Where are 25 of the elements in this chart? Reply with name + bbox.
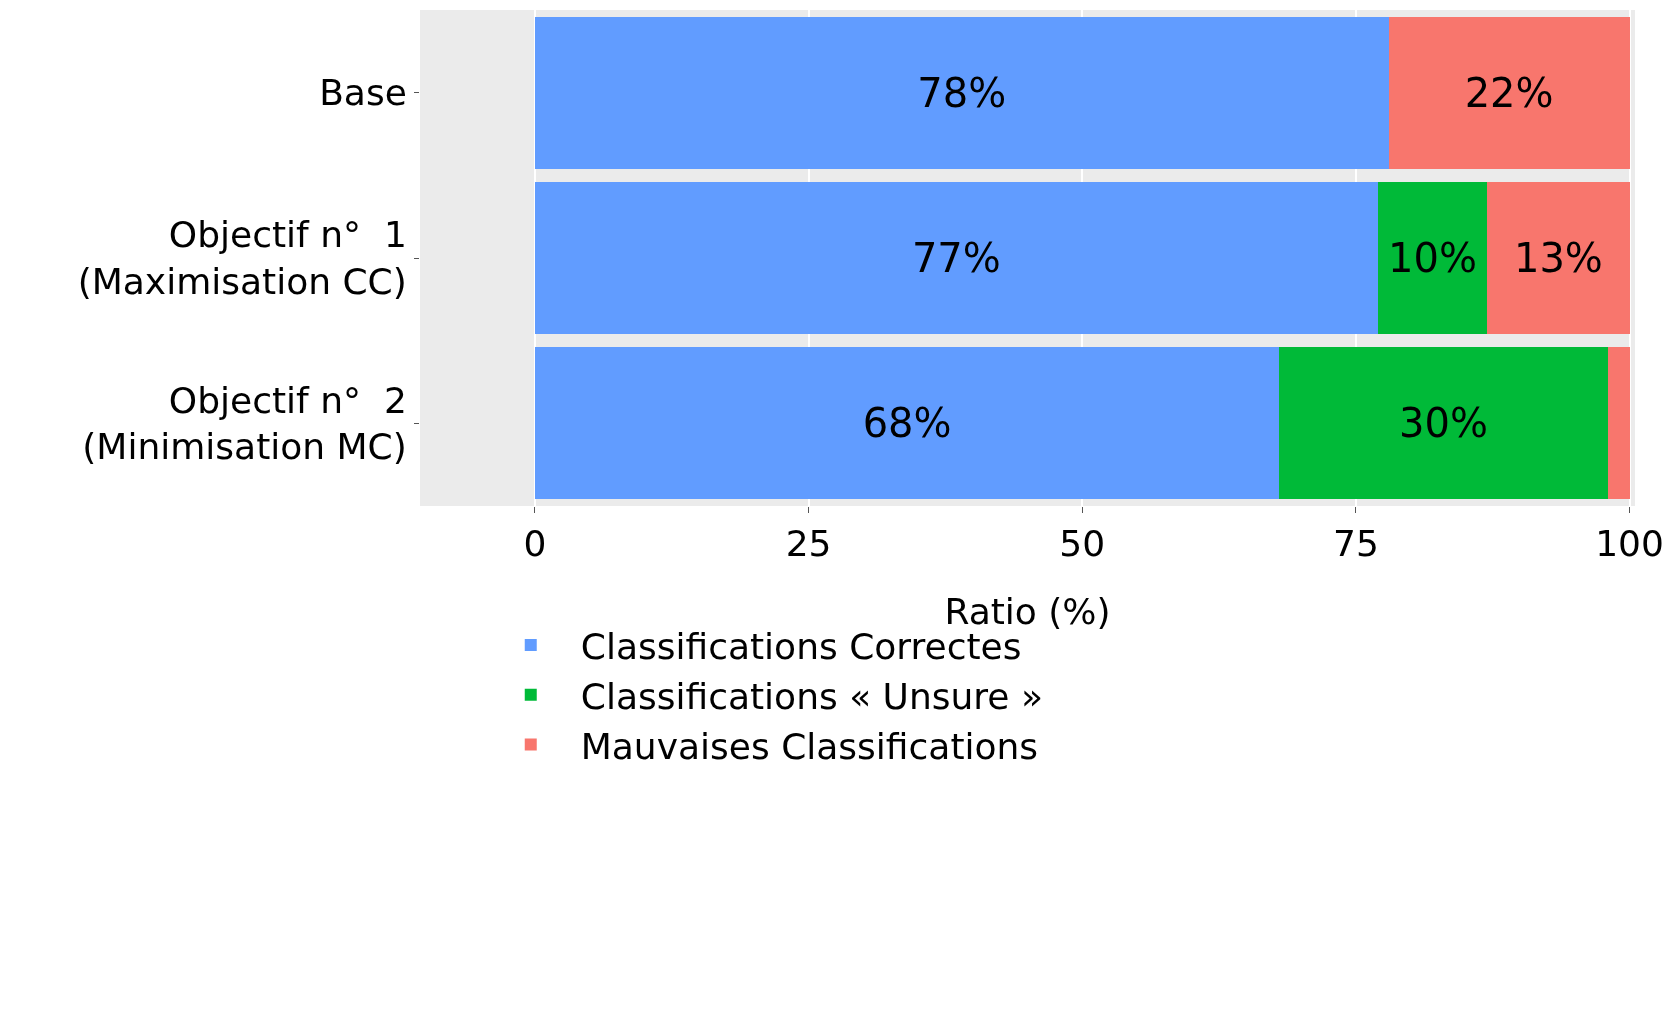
bar [1607, 347, 1630, 500]
bar [1377, 181, 1488, 335]
data-label: 22% [1464, 69, 1554, 116]
bar [534, 347, 1280, 500]
data-label: 78% [917, 69, 1007, 116]
bar [534, 181, 1378, 335]
y-tick-label: Base [319, 72, 407, 114]
bar [1388, 16, 1630, 169]
data-label: 30% [1399, 400, 1488, 447]
data-label: 13% [1513, 235, 1603, 281]
x-tick-label: 0 [523, 523, 547, 565]
bar [1279, 347, 1608, 500]
bar [534, 16, 1389, 169]
legend-label: Classifications « Unsure » [580, 675, 1043, 717]
x-tick-label: 100 [1595, 523, 1664, 565]
legend-label: Mauvaises Classifications [580, 725, 1039, 767]
x-tick-label: 75 [1332, 523, 1379, 565]
data-label: 10% [1388, 235, 1477, 281]
bar [1487, 181, 1630, 335]
y-tick-label: Objectif n° 2 (Minimisation MC) [82, 379, 407, 468]
data-label: 68% [862, 400, 952, 447]
x-tick-label: 50 [1059, 523, 1106, 565]
y-tick-label: Objectif n° 1 (Maximisation CC) [77, 214, 407, 302]
x-tick-label: 25 [785, 523, 832, 565]
data-label: 77% [911, 235, 1001, 281]
